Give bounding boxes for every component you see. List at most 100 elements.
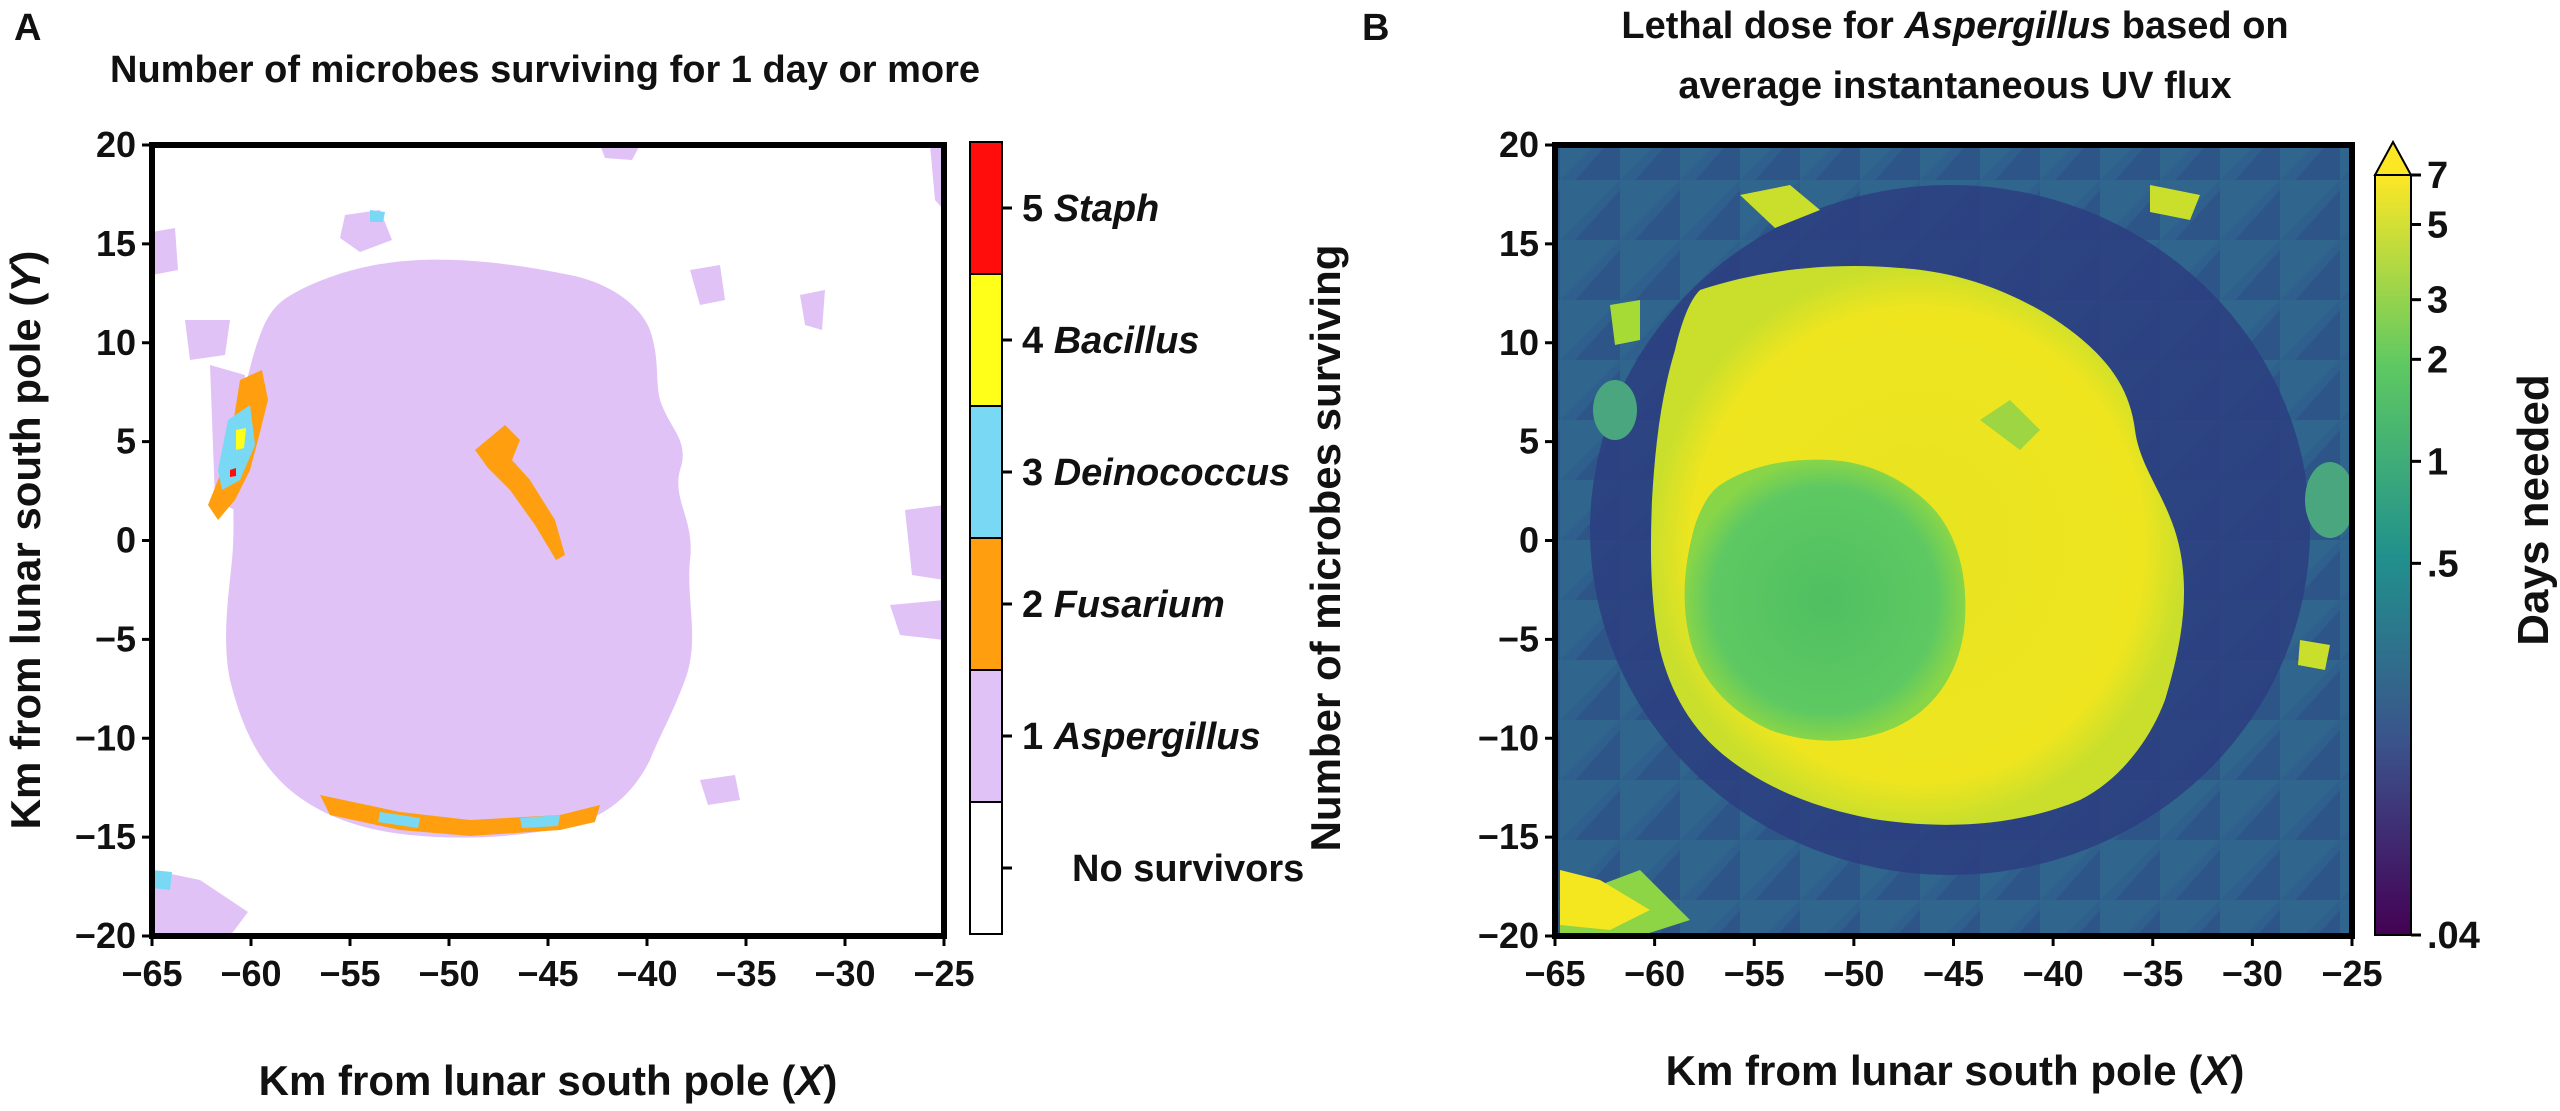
y-tick-label: −5 — [1498, 618, 1539, 659]
y-tick-label: −15 — [1478, 816, 1539, 857]
panel-a-letter: A — [14, 7, 41, 49]
colorbar-segment — [969, 405, 1003, 539]
y-tick-label: −5 — [95, 618, 136, 659]
x-tick-label: −55 — [1724, 953, 1785, 994]
x-tick-label: −65 — [121, 953, 182, 994]
colorbar-segment — [969, 801, 1003, 935]
y-tick-label: 0 — [116, 520, 136, 561]
legend-entry-fusarium: 2 Fusarium — [1022, 584, 1225, 626]
x-tick-label: −50 — [418, 953, 479, 994]
y-tick-label: −10 — [75, 717, 136, 758]
x-tick-label: −60 — [1624, 953, 1685, 994]
x-tick-label: −40 — [2023, 953, 2084, 994]
panel-b-heatmap — [1555, 145, 2352, 936]
panel-a-x-ticks: −65 −60 −55 −50 −45 −40 −35 −30 −25 — [121, 936, 975, 994]
panel-b-colorbar-label: Days needed — [2509, 374, 2558, 645]
panel-a-colorbar-label: Number of microbes surviving — [1302, 245, 1349, 852]
panel-b-y-ticks: 20 15 10 5 0 −5 −10 −15 −20 — [1478, 124, 1555, 956]
panel-b-title-line-2: average instantaneous UV flux — [1678, 65, 2231, 107]
colorbar-tick-label: 1 — [2427, 441, 2448, 483]
panel-b: B Lethal dose for Aspergillus based on a… — [1362, 5, 2558, 1094]
panel-a-x-label: Km from lunar south pole (X) — [259, 1057, 838, 1104]
rim-highlight — [2150, 185, 2200, 220]
y-tick-label: 5 — [1519, 421, 1539, 462]
x-tick-label: −40 — [616, 953, 677, 994]
aspergillus-region — [226, 259, 693, 838]
panel-b-colorbar-extend-arrow — [2373, 139, 2413, 176]
panel-b-title-line-1: Lethal dose for Aspergillus based on — [1621, 5, 2288, 47]
aspergillus-patch — [700, 775, 740, 805]
deinococcus-region — [378, 812, 420, 828]
legend-entry-staph: 5 Staph — [1022, 188, 1159, 230]
x-tick-label: −45 — [517, 953, 578, 994]
legend-entry-no-survivors: No survivors — [1072, 848, 1304, 890]
colorbar-tick-label: 5 — [2427, 205, 2448, 247]
panel-a-heatmap — [152, 145, 944, 936]
x-tick-label: −50 — [1823, 953, 1884, 994]
aspergillus-patch — [905, 505, 944, 580]
deinococcus-region — [370, 210, 385, 222]
y-tick-label: 10 — [1499, 322, 1539, 363]
panel-b-colorbar-ticks: 7 5 3 2 1 .5 .04 — [2411, 155, 2480, 957]
colorbar-tick-label: .04 — [2427, 915, 2480, 957]
y-tick-label: 0 — [1519, 520, 1539, 561]
colorbar-segment — [969, 537, 1003, 671]
rim-highlight — [2298, 640, 2330, 670]
y-tick-label: 10 — [96, 322, 136, 363]
panel-b-colorbar — [2374, 174, 2412, 936]
y-tick-label: 15 — [96, 223, 136, 264]
panel-a-y-label: Km from lunar south pole (Y) — [2, 251, 49, 830]
x-tick-label: −65 — [1524, 953, 1585, 994]
inner-ridge — [1980, 400, 2040, 450]
panel-b-x-ticks: −65 −60 −55 −50 −45 −40 −35 −30 −25 — [1524, 936, 2383, 994]
fusarium-region — [475, 425, 565, 560]
y-tick-label: −15 — [75, 816, 136, 857]
y-tick-label: −20 — [75, 915, 136, 956]
panel-b-letter: B — [1362, 7, 1389, 49]
aspergillus-patch — [185, 320, 230, 360]
x-tick-label: −45 — [1923, 953, 1984, 994]
crater-inner-floor — [1684, 459, 1966, 741]
rim-highlight — [1610, 300, 1640, 345]
y-tick-label: 5 — [116, 421, 136, 462]
x-tick-label: −35 — [715, 953, 776, 994]
x-tick-label: −60 — [220, 953, 281, 994]
panel-a-y-ticks: 20 15 10 5 0 −5 −10 −15 −20 — [75, 124, 152, 956]
deinococcus-region — [152, 870, 172, 890]
y-tick-label: 20 — [1499, 124, 1539, 165]
x-tick-label: −35 — [2122, 953, 2183, 994]
colorbar-tick-label: 7 — [2427, 155, 2448, 197]
panel-a-colorbar — [969, 141, 1012, 935]
panel-a: A Number of microbes surviving for 1 day… — [2, 7, 1349, 1104]
small-crater — [1593, 380, 1637, 440]
bacillus-region — [236, 428, 246, 450]
panel-a-title: Number of microbes surviving for 1 day o… — [110, 49, 980, 91]
aspergillus-patch — [152, 228, 178, 275]
x-tick-label: −30 — [2222, 953, 2283, 994]
aspergillus-patch — [152, 870, 248, 936]
legend-entry-deinococcus: 3 Deinococcus — [1022, 452, 1290, 494]
y-tick-label: −20 — [1478, 915, 1539, 956]
aspergillus-patch — [800, 290, 825, 330]
deinococcus-region — [520, 815, 560, 828]
x-tick-label: −30 — [814, 953, 875, 994]
legend-entry-bacillus: 4 Bacillus — [1022, 320, 1199, 362]
rim-highlight — [1740, 185, 1820, 228]
colorbar-tick-label: 2 — [2427, 339, 2448, 381]
rim-highlight — [1560, 870, 1650, 930]
colorbar-segment — [969, 669, 1003, 803]
colorbar-segment — [969, 273, 1003, 407]
colorbar-tick-label: 3 — [2427, 280, 2448, 322]
aspergillus-patch — [600, 145, 640, 160]
staph-region — [230, 468, 236, 477]
y-tick-label: −10 — [1478, 717, 1539, 758]
panel-b-x-label: Km from lunar south pole (X) — [1666, 1047, 2245, 1094]
colorbar-segment — [969, 141, 1003, 275]
x-tick-label: −55 — [319, 953, 380, 994]
y-tick-label: 15 — [1499, 223, 1539, 264]
y-tick-label: 20 — [96, 124, 136, 165]
aspergillus-patch — [890, 600, 944, 640]
panel-a-legend: 5 Staph 4 Bacillus 3 Deinococcus 2 Fusarium… — [1022, 188, 1304, 890]
x-tick-label: −25 — [2321, 953, 2382, 994]
